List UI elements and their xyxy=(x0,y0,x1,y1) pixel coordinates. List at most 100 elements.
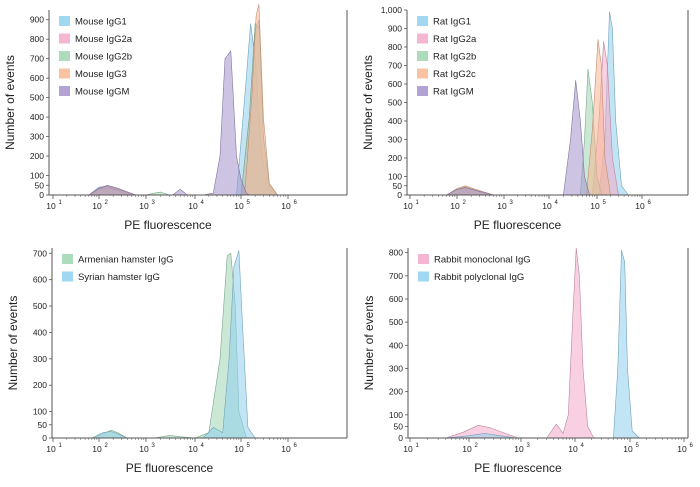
series-area-5 xyxy=(446,80,590,196)
legend-label: Mouse IgG1 xyxy=(75,17,127,28)
legend-label: Rat IgG2a xyxy=(433,34,477,45)
x-tick-label: 10 xyxy=(497,201,507,211)
x-tick-exponent: 5 xyxy=(247,200,251,206)
y-tick-label: 1,000 xyxy=(381,5,403,15)
y-tick-label: 300 xyxy=(30,132,44,142)
y-tick-label: 500 xyxy=(30,93,44,103)
x-tick-label: 10 xyxy=(514,444,524,454)
x-tick-exponent: 1 xyxy=(416,443,420,449)
x-tick-exponent: 4 xyxy=(555,200,559,206)
y-tick-label: 400 xyxy=(30,112,44,122)
x-tick-exponent: 1 xyxy=(59,200,63,206)
x-tick-label: 10 xyxy=(281,444,291,454)
series-area-2 xyxy=(91,250,256,439)
x-tick-exponent: 2 xyxy=(463,200,467,206)
y-tick-label: 800 xyxy=(30,34,44,44)
legend-swatch xyxy=(417,51,428,61)
legend-swatch xyxy=(417,68,428,79)
y-tick-label: 400 xyxy=(33,327,47,337)
legend-label: Armenian hamster IgG xyxy=(78,255,174,266)
x-tick-exponent: 2 xyxy=(105,200,109,206)
y-tick-label: 50 xyxy=(393,181,403,191)
x-tick-label: 10 xyxy=(234,444,244,454)
x-tick-exponent: 5 xyxy=(636,443,640,449)
y-tick-label: 800 xyxy=(388,42,402,52)
legend-label: Mouse IgGM xyxy=(75,87,129,98)
x-tick-exponent: 2 xyxy=(475,443,479,449)
x-tick-label: 10 xyxy=(623,444,633,454)
y-tick-label: 50 xyxy=(38,420,48,430)
x-tick-label: 10 xyxy=(568,444,578,454)
legend-swatch xyxy=(59,51,70,61)
x-tick-exponent: 4 xyxy=(201,443,205,449)
legend-swatch xyxy=(59,68,70,79)
y-tick-label: 100 xyxy=(30,171,44,181)
legend-label: Mouse IgG3 xyxy=(75,69,127,80)
legend-label: Rat IgG2c xyxy=(433,69,476,80)
x-tick-label: 10 xyxy=(450,201,460,211)
x-tick-exponent: 3 xyxy=(510,200,514,206)
y-tick-label: 200 xyxy=(33,380,47,390)
x-axis-title: PE fluorescence xyxy=(474,461,562,475)
legend-swatch xyxy=(62,271,73,282)
y-tick-label: 600 xyxy=(389,294,403,304)
legend-swatch xyxy=(59,16,70,26)
y-tick-label: 700 xyxy=(389,271,403,281)
x-axis-title: PE fluorescence xyxy=(474,218,562,232)
x-tick-label: 10 xyxy=(403,201,413,211)
x-axis-title: PE fluorescence xyxy=(124,218,212,232)
y-tick-label: 300 xyxy=(388,135,402,145)
y-tick-label: 100 xyxy=(389,410,403,420)
y-tick-label: 500 xyxy=(388,98,402,108)
y-tick-label: 700 xyxy=(33,248,47,258)
x-tick-exponent: 3 xyxy=(152,443,156,449)
x-tick-label: 10 xyxy=(462,444,472,454)
x-tick-label: 10 xyxy=(677,444,687,454)
x-tick-exponent: 1 xyxy=(416,200,420,206)
y-tick-label: 200 xyxy=(388,153,402,163)
legend-swatch xyxy=(59,33,70,44)
y-tick-label: 400 xyxy=(389,340,403,350)
x-tick-label: 10 xyxy=(46,201,56,211)
series-area-4 xyxy=(446,39,611,196)
y-tick-label: 300 xyxy=(389,363,403,373)
legend-label: Rabbit monoclonal IgG xyxy=(434,255,531,266)
legend-swatch xyxy=(417,16,428,26)
x-tick-exponent: 2 xyxy=(105,443,109,449)
x-tick-label: 10 xyxy=(46,444,56,454)
x-tick-exponent: 1 xyxy=(59,443,63,449)
x-tick-label: 10 xyxy=(139,444,149,454)
x-tick-exponent: 4 xyxy=(581,443,585,449)
legend-swatch xyxy=(417,86,428,96)
x-tick-label: 10 xyxy=(188,201,198,211)
x-tick-label: 10 xyxy=(234,201,244,211)
series-area-2 xyxy=(445,250,640,439)
y-axis-title: Number of events xyxy=(6,296,20,391)
x-tick-exponent: 3 xyxy=(152,200,156,206)
y-tick-label: 600 xyxy=(30,73,44,83)
y-tick-label: 100 xyxy=(388,172,402,182)
y-tick-label: 0 xyxy=(39,190,44,200)
legend-label: Rat IgGM xyxy=(433,87,474,98)
x-tick-exponent: 6 xyxy=(648,200,652,206)
x-tick-exponent: 6 xyxy=(294,443,298,449)
legend-swatch xyxy=(59,86,70,96)
x-tick-label: 10 xyxy=(635,201,645,211)
x-tick-label: 10 xyxy=(281,201,291,211)
x-tick-exponent: 3 xyxy=(527,443,531,449)
y-tick-label: 200 xyxy=(30,151,44,161)
x-tick-label: 10 xyxy=(590,201,600,211)
legend-swatch xyxy=(62,254,73,264)
legend-label: Rat IgG2b xyxy=(433,52,476,63)
x-tick-label: 10 xyxy=(542,201,552,211)
y-tick-label: 400 xyxy=(388,116,402,126)
y-tick-label: 800 xyxy=(389,248,403,258)
y-tick-label: 900 xyxy=(30,15,44,25)
x-tick-exponent: 5 xyxy=(603,200,607,206)
y-tick-label: 500 xyxy=(389,317,403,327)
series-area-1 xyxy=(445,247,595,439)
legend-swatch xyxy=(418,254,429,264)
